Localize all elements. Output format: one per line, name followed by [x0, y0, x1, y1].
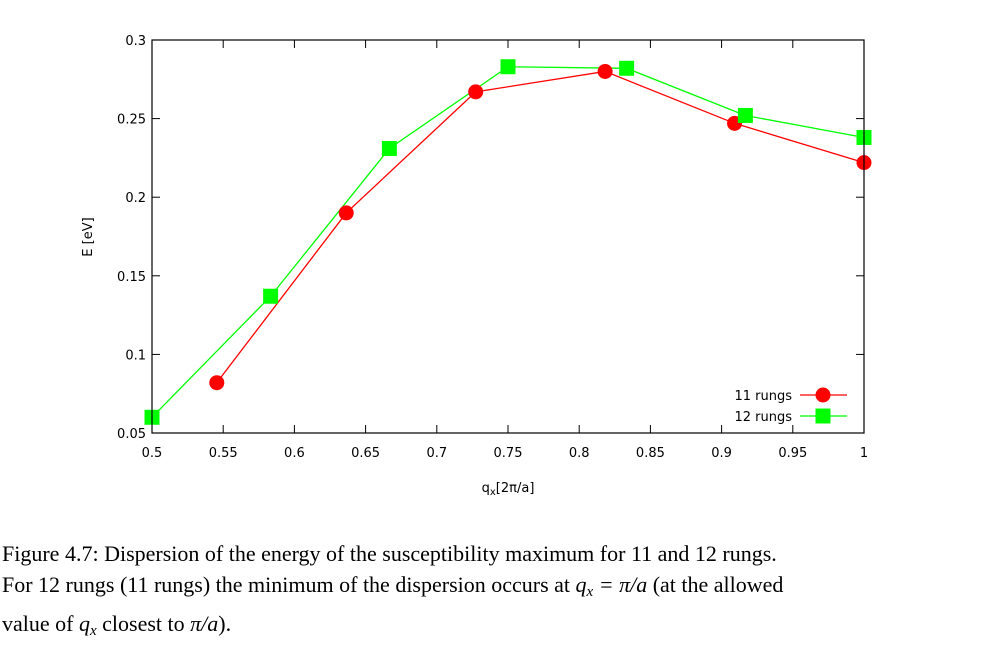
y-axis-label: E [eV]	[81, 217, 96, 256]
caption-math-q: q	[575, 572, 587, 597]
caption-text-2a: For 12 rungs (11 rungs) the minimum of t…	[2, 572, 571, 597]
chart: 0.5 0.55 0.6 0.65 0.7 0.75 0.8 0.85 0.9 0.95 1 0.05…	[81, 34, 872, 498]
x-tick-label-5: 0.75	[494, 446, 523, 461]
series-0-point-3	[597, 63, 613, 79]
legend-marker-0	[815, 387, 831, 403]
legend-marker-1	[815, 408, 831, 424]
series-1-point-2	[381, 140, 397, 156]
x-axis-label-base: q	[482, 481, 490, 496]
series-lines	[151, 66, 865, 418]
series-1-point-4	[619, 60, 635, 76]
y-tick-label-4: 0.25	[117, 113, 146, 128]
series-0-point-1	[338, 205, 354, 221]
y-tick-label-5: 0.3	[125, 34, 146, 49]
series-0-point-0	[209, 375, 225, 391]
caption-line-2: For 12 rungs (11 rungs) the minimum of t…	[2, 569, 977, 608]
x-tick-label-6: 0.8	[569, 446, 590, 461]
caption-label: Figure 4.7:	[2, 541, 99, 566]
series-line-1	[151, 66, 865, 418]
series-1-point-3	[500, 59, 516, 75]
caption-line-1: Figure 4.7: Dispersion of the energy of …	[2, 538, 977, 569]
caption-text-3c: ).	[218, 611, 232, 636]
y-tick-label-2: 0.15	[117, 270, 146, 285]
x-tick-label-9: 0.95	[778, 446, 807, 461]
x-axis-label-sub: x	[490, 487, 496, 498]
figure-caption: Figure 4.7: Dispersion of the energy of …	[2, 538, 977, 647]
y-tick-label-1: 0.1	[125, 348, 146, 363]
x-tick-label-3: 0.65	[351, 446, 380, 461]
x-axis-label-unit: [2π/a]	[496, 481, 535, 496]
axis-ticks	[151, 39, 865, 434]
x-tick-label-8: 0.9	[711, 446, 732, 461]
x-tick-label-4: 0.7	[426, 446, 447, 461]
x-tick-label-10: 1	[860, 446, 868, 461]
caption-math-pi-a: π/a	[190, 611, 219, 636]
caption-math-sub: x	[586, 584, 594, 600]
caption-math-q2: q	[78, 611, 90, 636]
series-1-point-5	[737, 107, 753, 123]
series-0-point-2	[468, 84, 484, 100]
x-tick-label-7: 0.85	[636, 446, 665, 461]
caption-text-2b: (at the allowed	[652, 572, 784, 597]
x-tick-label-1: 0.55	[209, 446, 238, 461]
caption-text-3a: value of	[2, 611, 74, 636]
y-tick-label-3: 0.2	[125, 191, 146, 206]
tick-labels: 0.5 0.55 0.6 0.65 0.7 0.75 0.8 0.85 0.9 0.95 1 0.05…	[117, 34, 868, 461]
x-axis-label: qx[2π/a]	[482, 481, 535, 498]
legend: 11 rungs 12 rungs	[734, 387, 847, 425]
caption-math-eq: = π/a	[593, 572, 648, 597]
caption-text-3b: closest to	[102, 611, 185, 636]
x-tick-label-2: 0.6	[284, 446, 305, 461]
y-tick-label-0: 0.05	[117, 427, 146, 442]
series-1-point-1	[263, 288, 279, 304]
x-tick-label-0: 0.5	[142, 446, 163, 461]
legend-label-1: 12 rungs	[734, 410, 792, 425]
caption-text-1: Dispersion of the energy of the suscepti…	[104, 541, 777, 566]
series-line-0	[216, 70, 865, 384]
caption-math-sub2: x	[89, 623, 97, 639]
series-markers	[144, 59, 872, 425]
legend-label-0: 11 rungs	[734, 389, 792, 404]
plot-frame	[151, 39, 865, 434]
caption-line-3: value of qx closest to π/a).	[2, 608, 977, 647]
